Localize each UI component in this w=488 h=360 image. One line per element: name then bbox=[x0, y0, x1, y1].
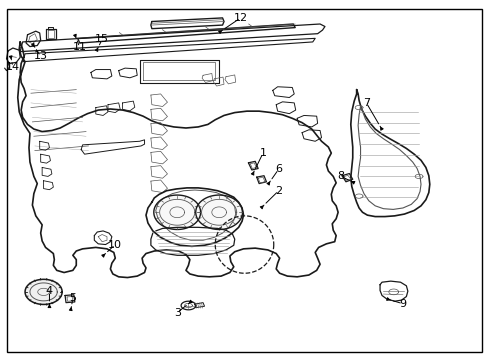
Text: 15: 15 bbox=[95, 35, 109, 44]
Text: 5: 5 bbox=[69, 293, 76, 303]
Polygon shape bbox=[181, 301, 195, 310]
Polygon shape bbox=[25, 279, 62, 305]
Polygon shape bbox=[154, 195, 200, 229]
Text: 13: 13 bbox=[34, 51, 48, 61]
Text: 4: 4 bbox=[46, 286, 53, 296]
Text: 2: 2 bbox=[275, 186, 282, 196]
Text: 11: 11 bbox=[73, 42, 86, 52]
Text: 1: 1 bbox=[259, 148, 266, 158]
Text: 7: 7 bbox=[362, 98, 369, 108]
Text: 14: 14 bbox=[6, 62, 20, 72]
Polygon shape bbox=[195, 195, 242, 229]
Text: 6: 6 bbox=[275, 164, 282, 174]
Text: 3: 3 bbox=[173, 308, 181, 318]
Text: 9: 9 bbox=[399, 299, 406, 309]
Text: 12: 12 bbox=[233, 13, 247, 23]
Text: 10: 10 bbox=[108, 239, 122, 249]
Text: 8: 8 bbox=[337, 171, 344, 181]
